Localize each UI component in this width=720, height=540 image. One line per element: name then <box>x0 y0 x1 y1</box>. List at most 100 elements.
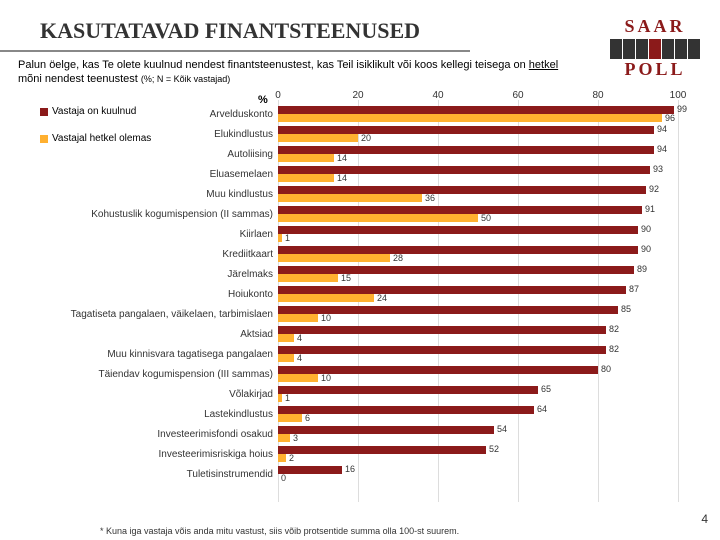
bar-heard <box>278 186 646 194</box>
category-label: Investeerimisriskiga hoius <box>13 449 273 460</box>
bar-heard <box>278 446 486 454</box>
category-label: Investeerimisfondi osakud <box>13 429 273 440</box>
chart-row: Eluasemelaen9314 <box>278 164 678 184</box>
chart-row: Muu kinnisvara tagatisega pangalaen824 <box>278 344 678 364</box>
value-heard: 94 <box>657 124 667 134</box>
chart-row: Arvelduskonto9996 <box>278 104 678 124</box>
bar-has <box>278 454 286 462</box>
value-heard: 91 <box>645 204 655 214</box>
category-label: Muu kinnisvara tagatisega pangalaen <box>13 349 273 360</box>
bar-has <box>278 194 422 202</box>
bar-has <box>278 274 338 282</box>
bar-heard <box>278 466 342 474</box>
bar-heard <box>278 146 654 154</box>
category-label: Tuletisinstrumendid <box>13 469 273 480</box>
value-has: 1 <box>285 233 290 243</box>
value-has: 0 <box>281 473 286 483</box>
value-has: 28 <box>393 253 403 263</box>
axis-tick: 40 <box>432 90 443 101</box>
category-label: Täiendav kogumispension (III sammas) <box>13 369 273 380</box>
category-label: Aktsiad <box>13 329 273 340</box>
bar-has <box>278 154 334 162</box>
bar-has <box>278 134 358 142</box>
chart-row: Kohustuslik kogumispension (II sammas)91… <box>278 204 678 224</box>
category-label: Tagatiseta pangalaen, väikelaen, tarbimi… <box>13 309 273 320</box>
value-has: 10 <box>321 313 331 323</box>
subtitle: Palun öelge, kas Te olete kuulnud nendes… <box>0 56 570 89</box>
value-heard: 89 <box>637 264 647 274</box>
chart-row: Lastekindlustus646 <box>278 404 678 424</box>
category-label: Muu kindlustus <box>13 189 273 200</box>
bar-has <box>278 314 318 322</box>
value-heard: 85 <box>621 304 631 314</box>
bar-heard <box>278 226 638 234</box>
axis-tick: 60 <box>512 90 523 101</box>
chart-row: Järelmaks8915 <box>278 264 678 284</box>
category-label: Autoliising <box>13 149 273 160</box>
category-label: Krediitkaart <box>13 249 273 260</box>
bar-heard <box>278 166 650 174</box>
category-label: Arvelduskonto <box>13 109 273 120</box>
axis-tick: 0 <box>275 90 281 101</box>
page-number: 4 <box>701 512 708 526</box>
category-label: Kohustuslik kogumispension (II sammas) <box>13 209 273 220</box>
value-has: 4 <box>297 353 302 363</box>
bar-has <box>278 294 374 302</box>
bar-heard <box>278 126 654 134</box>
page-title: KASUTATAVAD FINANTSTEENUSED <box>40 18 470 44</box>
bar-has <box>278 174 334 182</box>
chart-row: Elukindlustus9420 <box>278 124 678 144</box>
value-has: 96 <box>665 113 675 123</box>
axis-tick: 20 <box>352 90 363 101</box>
value-heard: 90 <box>641 224 651 234</box>
value-has: 14 <box>337 173 347 183</box>
bar-has <box>278 114 662 122</box>
bar-heard <box>278 386 538 394</box>
bar-heard <box>278 406 534 414</box>
value-heard: 52 <box>489 444 499 454</box>
category-label: Eluasemelaen <box>13 169 273 180</box>
chart-row: Krediitkaart9028 <box>278 244 678 264</box>
plot-area: Arvelduskonto9996Elukindlustus9420Autoli… <box>278 104 678 484</box>
value-heard: 82 <box>609 344 619 354</box>
category-label: Kiirlaen <box>13 229 273 240</box>
value-heard: 90 <box>641 244 651 254</box>
bar-heard <box>278 326 606 334</box>
category-label: Hoiukonto <box>13 289 273 300</box>
value-has: 20 <box>361 133 371 143</box>
category-label: Järelmaks <box>13 269 273 280</box>
bar-heard <box>278 106 674 114</box>
value-heard: 99 <box>677 104 687 114</box>
value-heard: 92 <box>649 184 659 194</box>
value-heard: 93 <box>653 164 663 174</box>
axis-tick: 80 <box>592 90 603 101</box>
percent-label: % <box>258 94 268 106</box>
value-heard: 64 <box>537 404 547 414</box>
chart-row: Investeerimisriskiga hoius522 <box>278 444 678 464</box>
value-has: 2 <box>289 453 294 463</box>
bar-heard <box>278 246 638 254</box>
bar-has <box>278 434 290 442</box>
value-has: 6 <box>305 413 310 423</box>
value-has: 4 <box>297 333 302 343</box>
chart-row: Tuletisinstrumendid160 <box>278 464 678 484</box>
value-has: 24 <box>377 293 387 303</box>
value-heard: 16 <box>345 464 355 474</box>
value-has: 36 <box>425 193 435 203</box>
value-has: 50 <box>481 213 491 223</box>
bar-has <box>278 214 478 222</box>
chart-row: Kiirlaen901 <box>278 224 678 244</box>
value-has: 15 <box>341 273 351 283</box>
bar-heard <box>278 206 642 214</box>
value-heard: 94 <box>657 144 667 154</box>
value-heard: 80 <box>601 364 611 374</box>
bar-heard <box>278 426 494 434</box>
chart-row: Investeerimisfondi osakud543 <box>278 424 678 444</box>
bar-has <box>278 334 294 342</box>
value-heard: 54 <box>497 424 507 434</box>
chart-row: Tagatiseta pangalaen, väikelaen, tarbimi… <box>278 304 678 324</box>
bar-has <box>278 354 294 362</box>
bar-heard <box>278 266 634 274</box>
chart-row: Muu kindlustus9236 <box>278 184 678 204</box>
bar-has <box>278 374 318 382</box>
